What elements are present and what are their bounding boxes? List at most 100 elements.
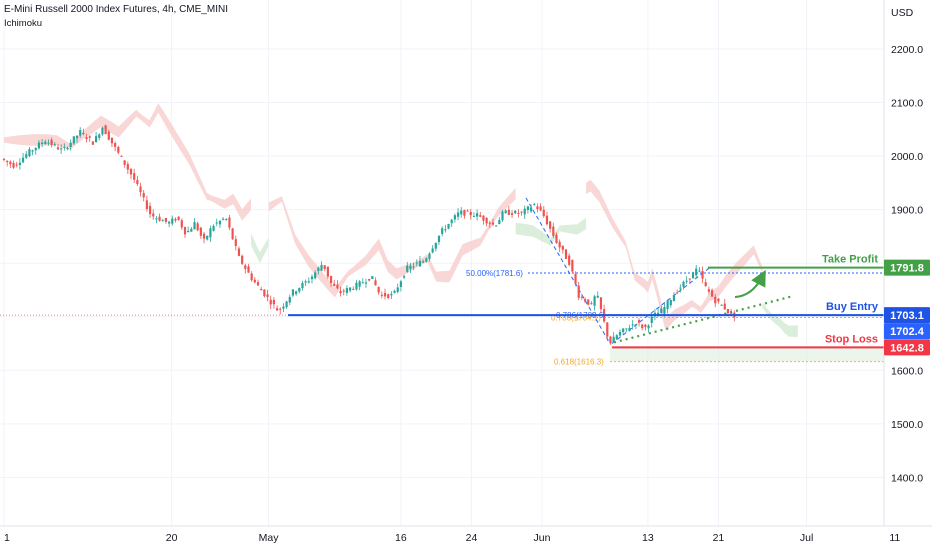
candle xyxy=(177,216,180,221)
candle xyxy=(256,279,260,286)
candle xyxy=(587,299,590,306)
time-tick-label: 11 xyxy=(889,532,900,544)
candle-body xyxy=(266,294,269,297)
candle-body xyxy=(171,218,174,224)
candle xyxy=(685,276,688,284)
price-tick-label: 2200.0 xyxy=(891,44,923,56)
candle xyxy=(542,206,545,219)
candle-body xyxy=(183,226,187,235)
candle xyxy=(333,280,336,287)
candle xyxy=(301,280,304,291)
candle-body xyxy=(529,207,533,212)
candle xyxy=(577,281,580,301)
current-price-tag: 1702.4 xyxy=(884,323,930,340)
candle-body xyxy=(310,276,314,280)
candle xyxy=(75,135,79,144)
indicator-label[interactable]: Ichimoku xyxy=(4,18,43,29)
candle xyxy=(288,294,291,306)
candle-body xyxy=(409,265,412,270)
candle xyxy=(428,252,431,262)
take-profit-tag-text: 1791.8 xyxy=(890,263,924,275)
candle xyxy=(2,158,6,162)
candle-body xyxy=(117,146,120,153)
candle xyxy=(323,265,326,272)
candle-body xyxy=(577,285,580,298)
candle xyxy=(94,132,98,143)
candle xyxy=(495,225,498,227)
candle xyxy=(196,221,199,232)
candle xyxy=(593,294,596,311)
candle xyxy=(536,203,539,213)
candle-body xyxy=(168,221,171,224)
candle-body xyxy=(218,220,222,225)
candle xyxy=(558,239,561,252)
candle-body xyxy=(704,282,707,286)
candle xyxy=(412,262,415,271)
candle-body xyxy=(221,218,225,220)
candle xyxy=(253,277,256,284)
candle xyxy=(28,147,31,158)
candle-body xyxy=(555,234,558,244)
chart-title: E-Mini Russell 2000 Index Futures, 4h, C… xyxy=(4,4,228,15)
candle-body xyxy=(463,210,466,216)
candle xyxy=(425,257,428,263)
candle xyxy=(564,248,568,260)
candle-body xyxy=(507,209,510,215)
candle-body xyxy=(561,245,564,250)
candle-body xyxy=(158,216,161,221)
candle xyxy=(269,295,272,310)
candle xyxy=(345,285,349,296)
candle xyxy=(79,127,82,138)
candle-body xyxy=(472,216,476,218)
candle xyxy=(215,218,218,227)
candle xyxy=(241,254,244,265)
candle xyxy=(339,286,342,297)
candle-body xyxy=(622,328,625,333)
candle xyxy=(295,290,298,296)
candle-body xyxy=(523,208,526,215)
candle xyxy=(298,287,301,294)
candle xyxy=(698,266,701,273)
candle-body xyxy=(415,262,418,264)
candle xyxy=(107,129,110,141)
candle xyxy=(447,223,450,230)
candle xyxy=(450,218,453,228)
candle-body xyxy=(447,224,450,229)
candle-body xyxy=(279,308,282,310)
candle xyxy=(126,161,129,174)
price-tick-label: 2000.0 xyxy=(891,151,923,163)
candle-body xyxy=(520,211,523,213)
candle-body xyxy=(50,139,53,146)
candle-body xyxy=(691,272,695,279)
candle xyxy=(158,213,161,222)
candle xyxy=(53,142,56,147)
candle-body xyxy=(304,281,307,283)
candle-body xyxy=(504,210,507,214)
candle xyxy=(171,215,174,226)
candle-body xyxy=(469,212,472,216)
candle-body xyxy=(164,218,168,222)
candle xyxy=(393,289,396,294)
candle-body xyxy=(650,316,653,323)
candle-body xyxy=(126,164,129,170)
candle-body xyxy=(247,266,250,273)
candle-body xyxy=(161,220,164,222)
candle xyxy=(187,226,190,233)
candle-body xyxy=(295,291,298,295)
candle xyxy=(390,291,393,300)
candle-body xyxy=(263,289,266,297)
candle-body xyxy=(34,147,37,151)
candle-body xyxy=(434,242,437,249)
candle xyxy=(422,259,425,264)
candle-body xyxy=(114,143,117,147)
candle xyxy=(231,227,234,240)
candle xyxy=(50,137,53,148)
candle xyxy=(326,266,329,279)
candle-body xyxy=(453,215,456,220)
candle xyxy=(603,304,606,324)
candle xyxy=(358,280,361,291)
candle xyxy=(479,211,482,218)
candle-body xyxy=(187,230,190,233)
candle-body xyxy=(676,292,679,294)
